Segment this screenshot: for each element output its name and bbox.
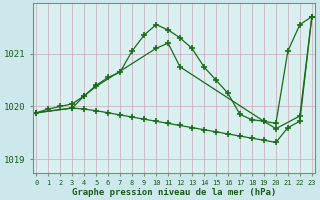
X-axis label: Graphe pression niveau de la mer (hPa): Graphe pression niveau de la mer (hPa)	[72, 188, 276, 197]
